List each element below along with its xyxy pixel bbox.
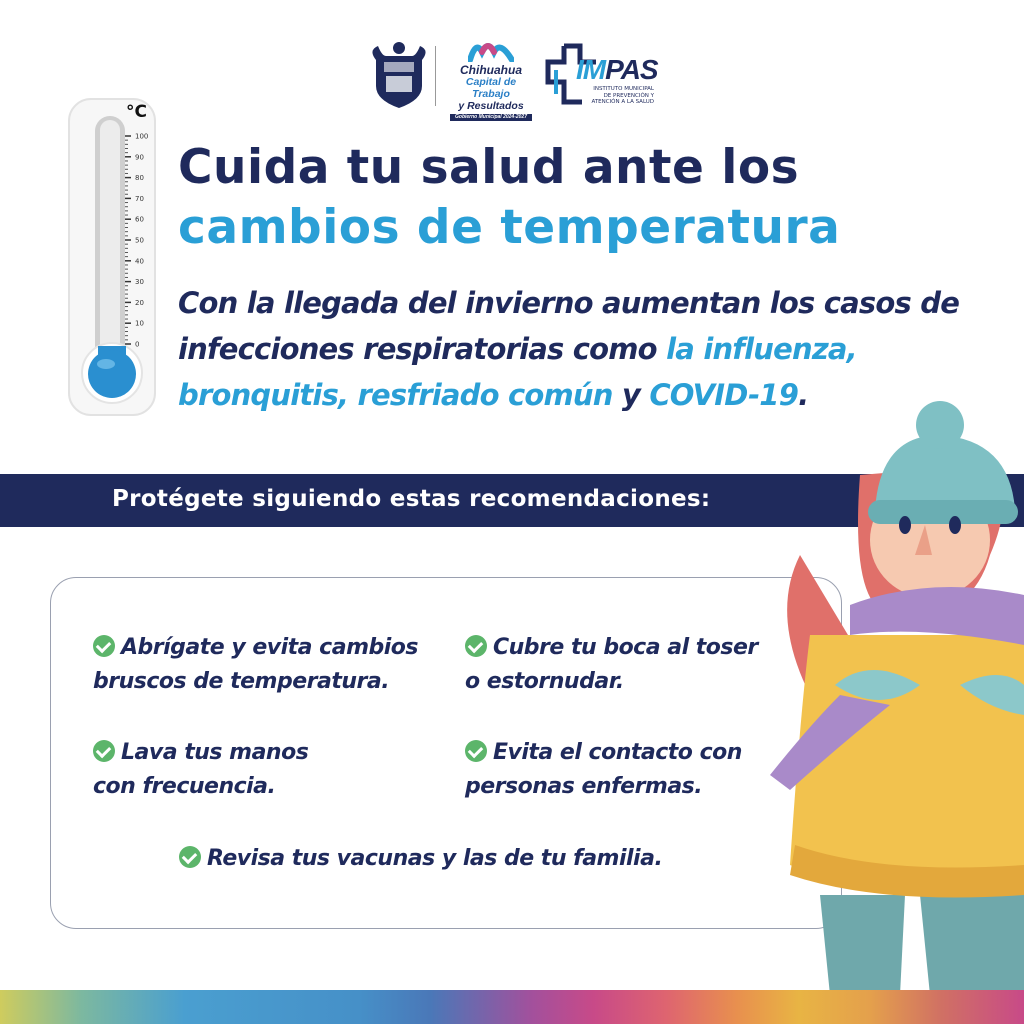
recommendation-item: Lava tus manos con frecuencia. [93,740,309,799]
page-title-line1: Cuida tu salud ante los [178,140,800,195]
thermometer-tick-label: 60 [135,216,144,224]
intro-paragraph: Con la llegada del invierno aumentan los… [178,286,960,412]
thermometer-tick-label: 30 [135,278,144,286]
thermometer-tick-label: 0 [135,341,139,349]
mountains-icon [468,43,514,62]
recommendation-item: Abrígate y evita cambios bruscos de tempe… [93,635,419,694]
recommendations-banner: Protégete siguiendo estas recomendacione… [0,474,1024,527]
check-circle-icon [465,740,487,762]
check-circle-icon [93,740,115,762]
thermometer-tick-label: 10 [135,320,144,328]
recommendation-item: Cubre tu boca al toser o estornudar. [465,635,758,694]
check-circle-icon [465,635,487,657]
impas-cross-logo [545,43,596,105]
disease-highlight: la influenza, bronquitis, resfriado comú… [178,332,858,412]
unit-label: °C [126,102,147,122]
logo-divider [435,46,436,106]
covid-highlight: COVID-19 [649,378,799,412]
thermometer-tick-label: 50 [135,237,144,245]
thermometer-tick-label: 80 [135,174,144,182]
page-title-line2: cambios de temperatura [178,200,841,255]
header-logos: Chihuahua Capital de Trabajo y Resultado… [362,36,662,121]
check-circle-icon [179,846,201,868]
recommendation-item: Revisa tus vacunas y las de tu familia. [179,842,663,876]
thermometer-tick-label: 20 [135,299,144,307]
rainbow-footer-bar [0,990,1024,1024]
check-circle-icon [93,635,115,657]
thermometer-tick-label: 100 [135,133,148,141]
coat-of-arms-logo [372,42,426,108]
thermometer-tick-label: 70 [135,195,144,203]
thermometer-tick-label: 90 [135,153,144,161]
recommendation-item: Evita el contacto con personas enfermas. [465,740,742,799]
recommendations-card: Abrígate y evita cambios bruscos de tempe… [50,577,842,929]
thermometer: 100 90 80 70 60 50 40 30 20 10 0 °C [68,98,156,416]
thermometer-tick-label: 40 [135,257,144,265]
woman-in-winter-clothes-illustration [770,401,1024,995]
chihuahua-logo: Chihuahua Capital de Trabajo y Resultado… [446,42,536,121]
impas-logo: IMPAS INSTITUTO MUNICIPAL DE PREVENCIÓN … [542,42,662,108]
